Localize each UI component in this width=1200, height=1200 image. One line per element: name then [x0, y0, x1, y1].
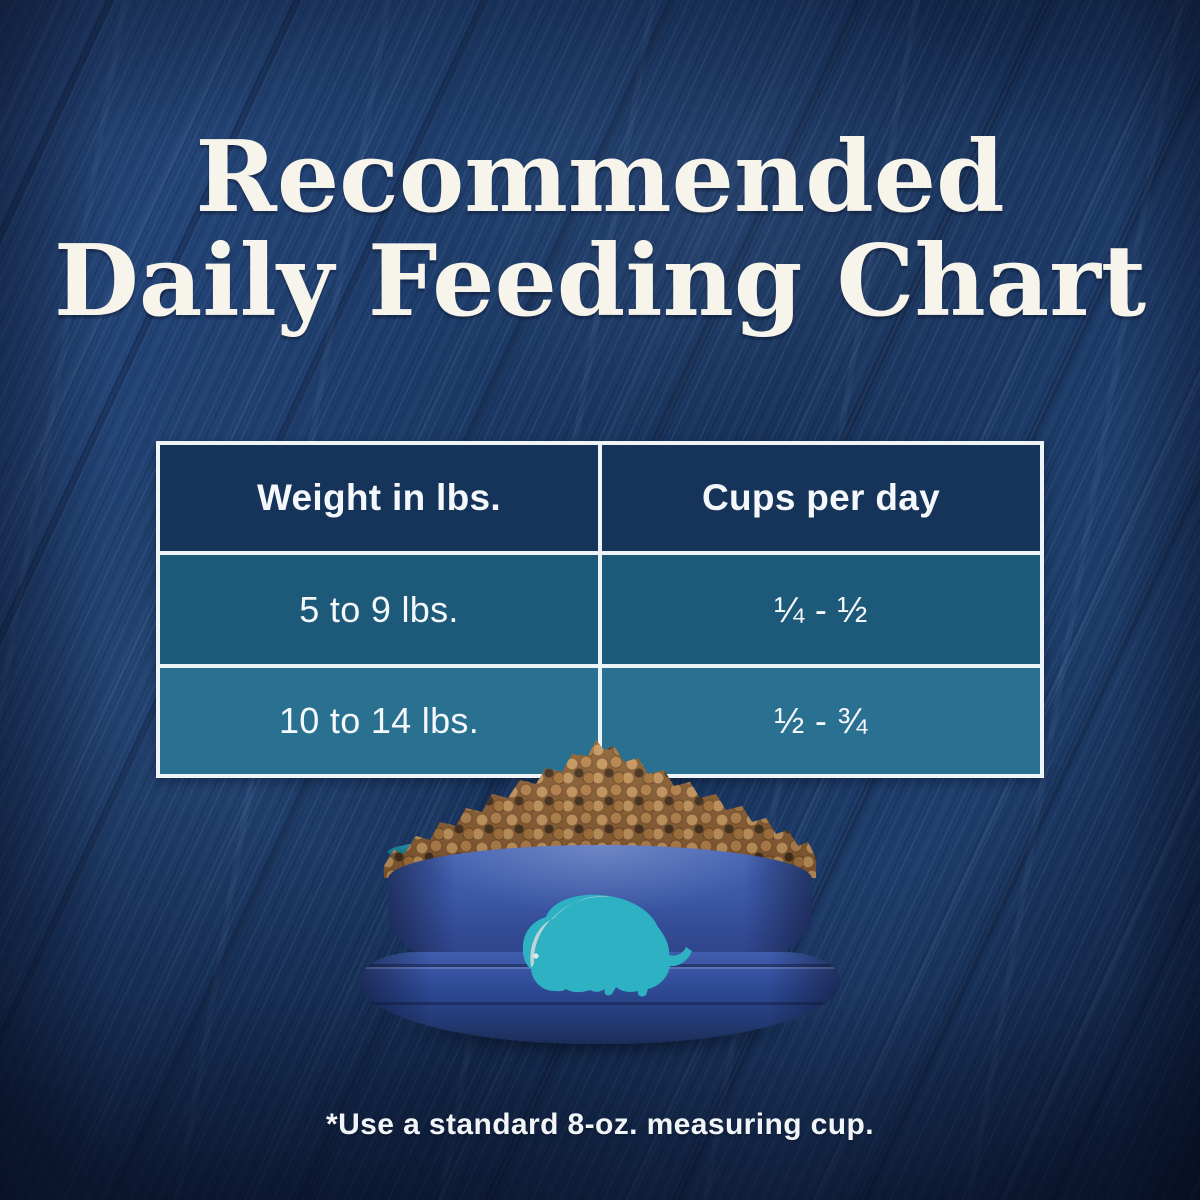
page-title-line2: Daily Feeding Chart — [53, 223, 1147, 339]
table-header-cups: Cups per day — [602, 445, 1040, 551]
feeding-table: Weight in lbs. Cups per day 5 to 9 lbs. … — [156, 441, 1044, 778]
table-header-weight: Weight in lbs. — [160, 445, 598, 551]
page-title-line1: Recommended — [195, 120, 1005, 235]
table-row2-weight: 10 to 14 lbs. — [160, 668, 598, 774]
buffalo-icon — [522, 894, 692, 997]
table-row1-weight: 5 to 9 lbs. — [160, 555, 598, 664]
table-row2-cups: ½ - ¾ — [602, 668, 1040, 774]
table-row1-cups: ¼ - ½ — [602, 555, 1040, 664]
footnote: *Use a standard 8-oz. measuring cup. — [326, 1108, 874, 1141]
page-title: Recommended Daily Feeding Chart — [0, 126, 1200, 334]
